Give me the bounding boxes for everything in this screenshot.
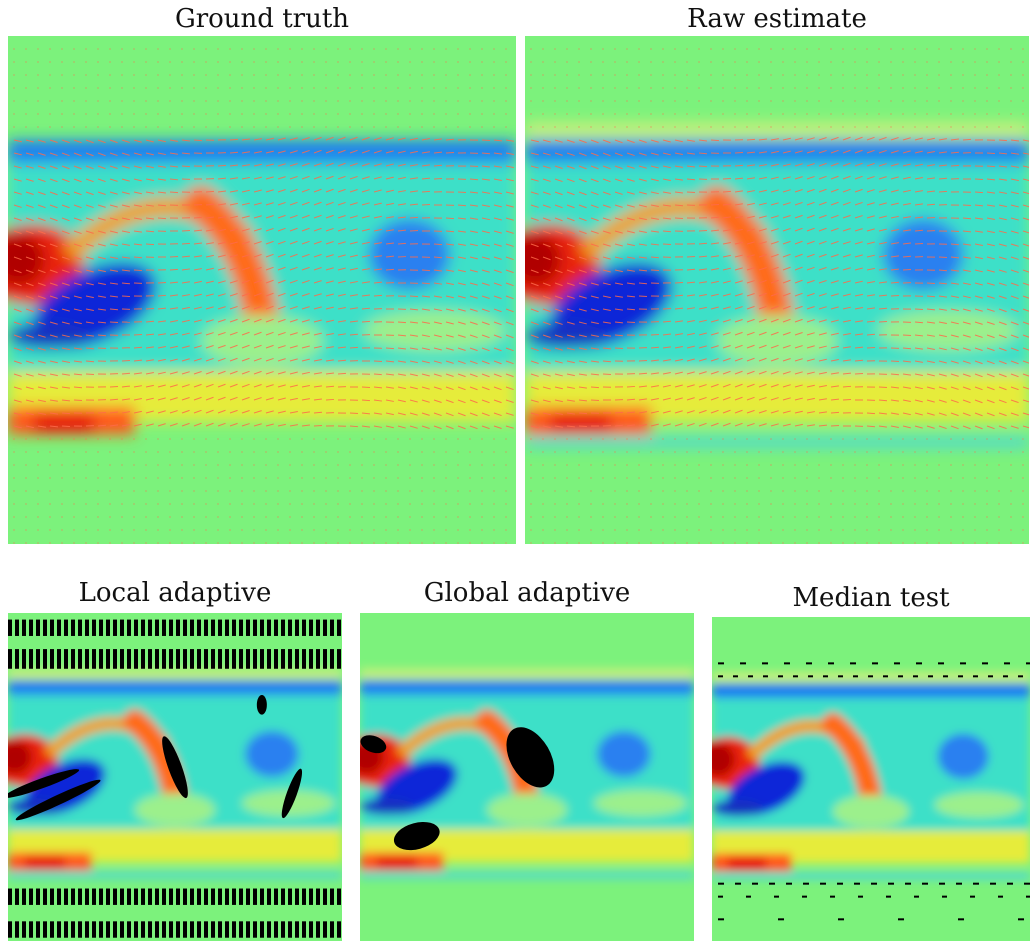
ground-truth-field-image xyxy=(8,36,516,544)
panel-title-ground-truth: Ground truth xyxy=(174,4,350,34)
panel-title-global-adaptive: Global adaptive xyxy=(423,578,631,608)
panel-title-raw-estimate: Raw estimate xyxy=(687,4,867,34)
global-adaptive-field-image xyxy=(360,613,694,941)
raw-estimate-field-image xyxy=(525,36,1029,544)
local-adaptive-field-image xyxy=(8,613,342,941)
panel-title-local-adaptive: Local adaptive xyxy=(78,578,272,608)
median-test-field-image xyxy=(712,617,1030,941)
panel-title-median-test: Median test xyxy=(792,583,950,613)
